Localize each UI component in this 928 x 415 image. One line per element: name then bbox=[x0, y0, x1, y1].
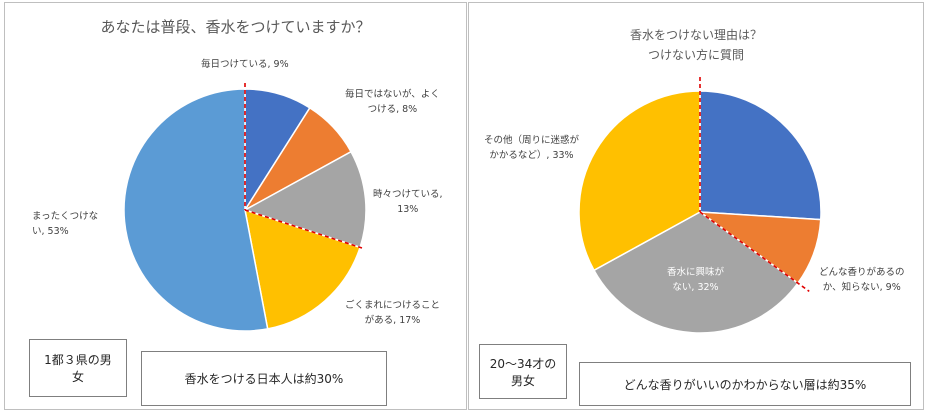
left-pie-slice-2 bbox=[243, 150, 367, 249]
left-chart-panel: あなたは普段、香水をつけていますか？ 毎日つけている, 9% 毎日ではないが、よ… bbox=[4, 2, 467, 410]
left-pie-slice-3 bbox=[244, 208, 362, 330]
right-chart-title: 香水をつけない理由は？ bbox=[629, 28, 762, 42]
left-slice-label-4: まったくつけな い, 53% bbox=[32, 211, 99, 237]
left-slice-label-0: 毎日つけている, 9% bbox=[201, 59, 289, 70]
right-summary-note-text: どんな香りがいいのかわからない層は約35% bbox=[623, 377, 867, 392]
left-pie-slice-4 bbox=[123, 88, 269, 332]
right-chart-panel: 香水をつけない理由は？ つけない方に質問 どんな香りが似 合うかわからな い, … bbox=[468, 2, 924, 410]
right-slice-label-2: 香水に興味が ない, 32% bbox=[667, 267, 725, 293]
left-pie-chart bbox=[123, 83, 367, 332]
right-summary-note: どんな香りがいいのかわからない層は約35% bbox=[579, 362, 911, 406]
right-pie-slice-0 bbox=[699, 90, 822, 221]
left-summary-note-text: 香水をつける日本人は約30% bbox=[184, 372, 344, 386]
left-summary-note: 香水をつける日本人は約30% bbox=[141, 351, 387, 406]
right-slice-label-0: どんな香りが似 合うかわからな い, 26% bbox=[809, 99, 876, 140]
right-segment-note: 20～34才の 男女 bbox=[479, 344, 567, 399]
left-chart-title: あなたは普段、香水をつけていますか？ bbox=[100, 18, 371, 36]
right-pie-slice-2 bbox=[592, 211, 799, 334]
right-pie-chart bbox=[578, 77, 822, 334]
right-pie-slice-3 bbox=[578, 90, 701, 272]
left-segment-note-text: 1都３県の男 女 bbox=[44, 353, 112, 384]
right-divider-line-boundary bbox=[699, 211, 810, 292]
left-slice-label-1: 毎日ではないが、よく つける, 8% bbox=[345, 89, 440, 115]
left-segment-note: 1都３県の男 女 bbox=[29, 339, 127, 397]
left-slice-label-2: 時々つけている, 13% bbox=[373, 189, 443, 215]
right-slice-label-1: どんな香りがあるの か、知らない, 9% bbox=[819, 267, 905, 293]
right-chart-subtitle: つけない方に質問 bbox=[647, 48, 744, 62]
right-segment-note-text: 20～34才の 男女 bbox=[489, 356, 557, 388]
left-slice-label-3: ごくまれにつけること がある, 17% bbox=[345, 300, 441, 326]
right-slice-label-3: その他（周りに迷惑が かかるなど）, 33% bbox=[484, 135, 580, 161]
